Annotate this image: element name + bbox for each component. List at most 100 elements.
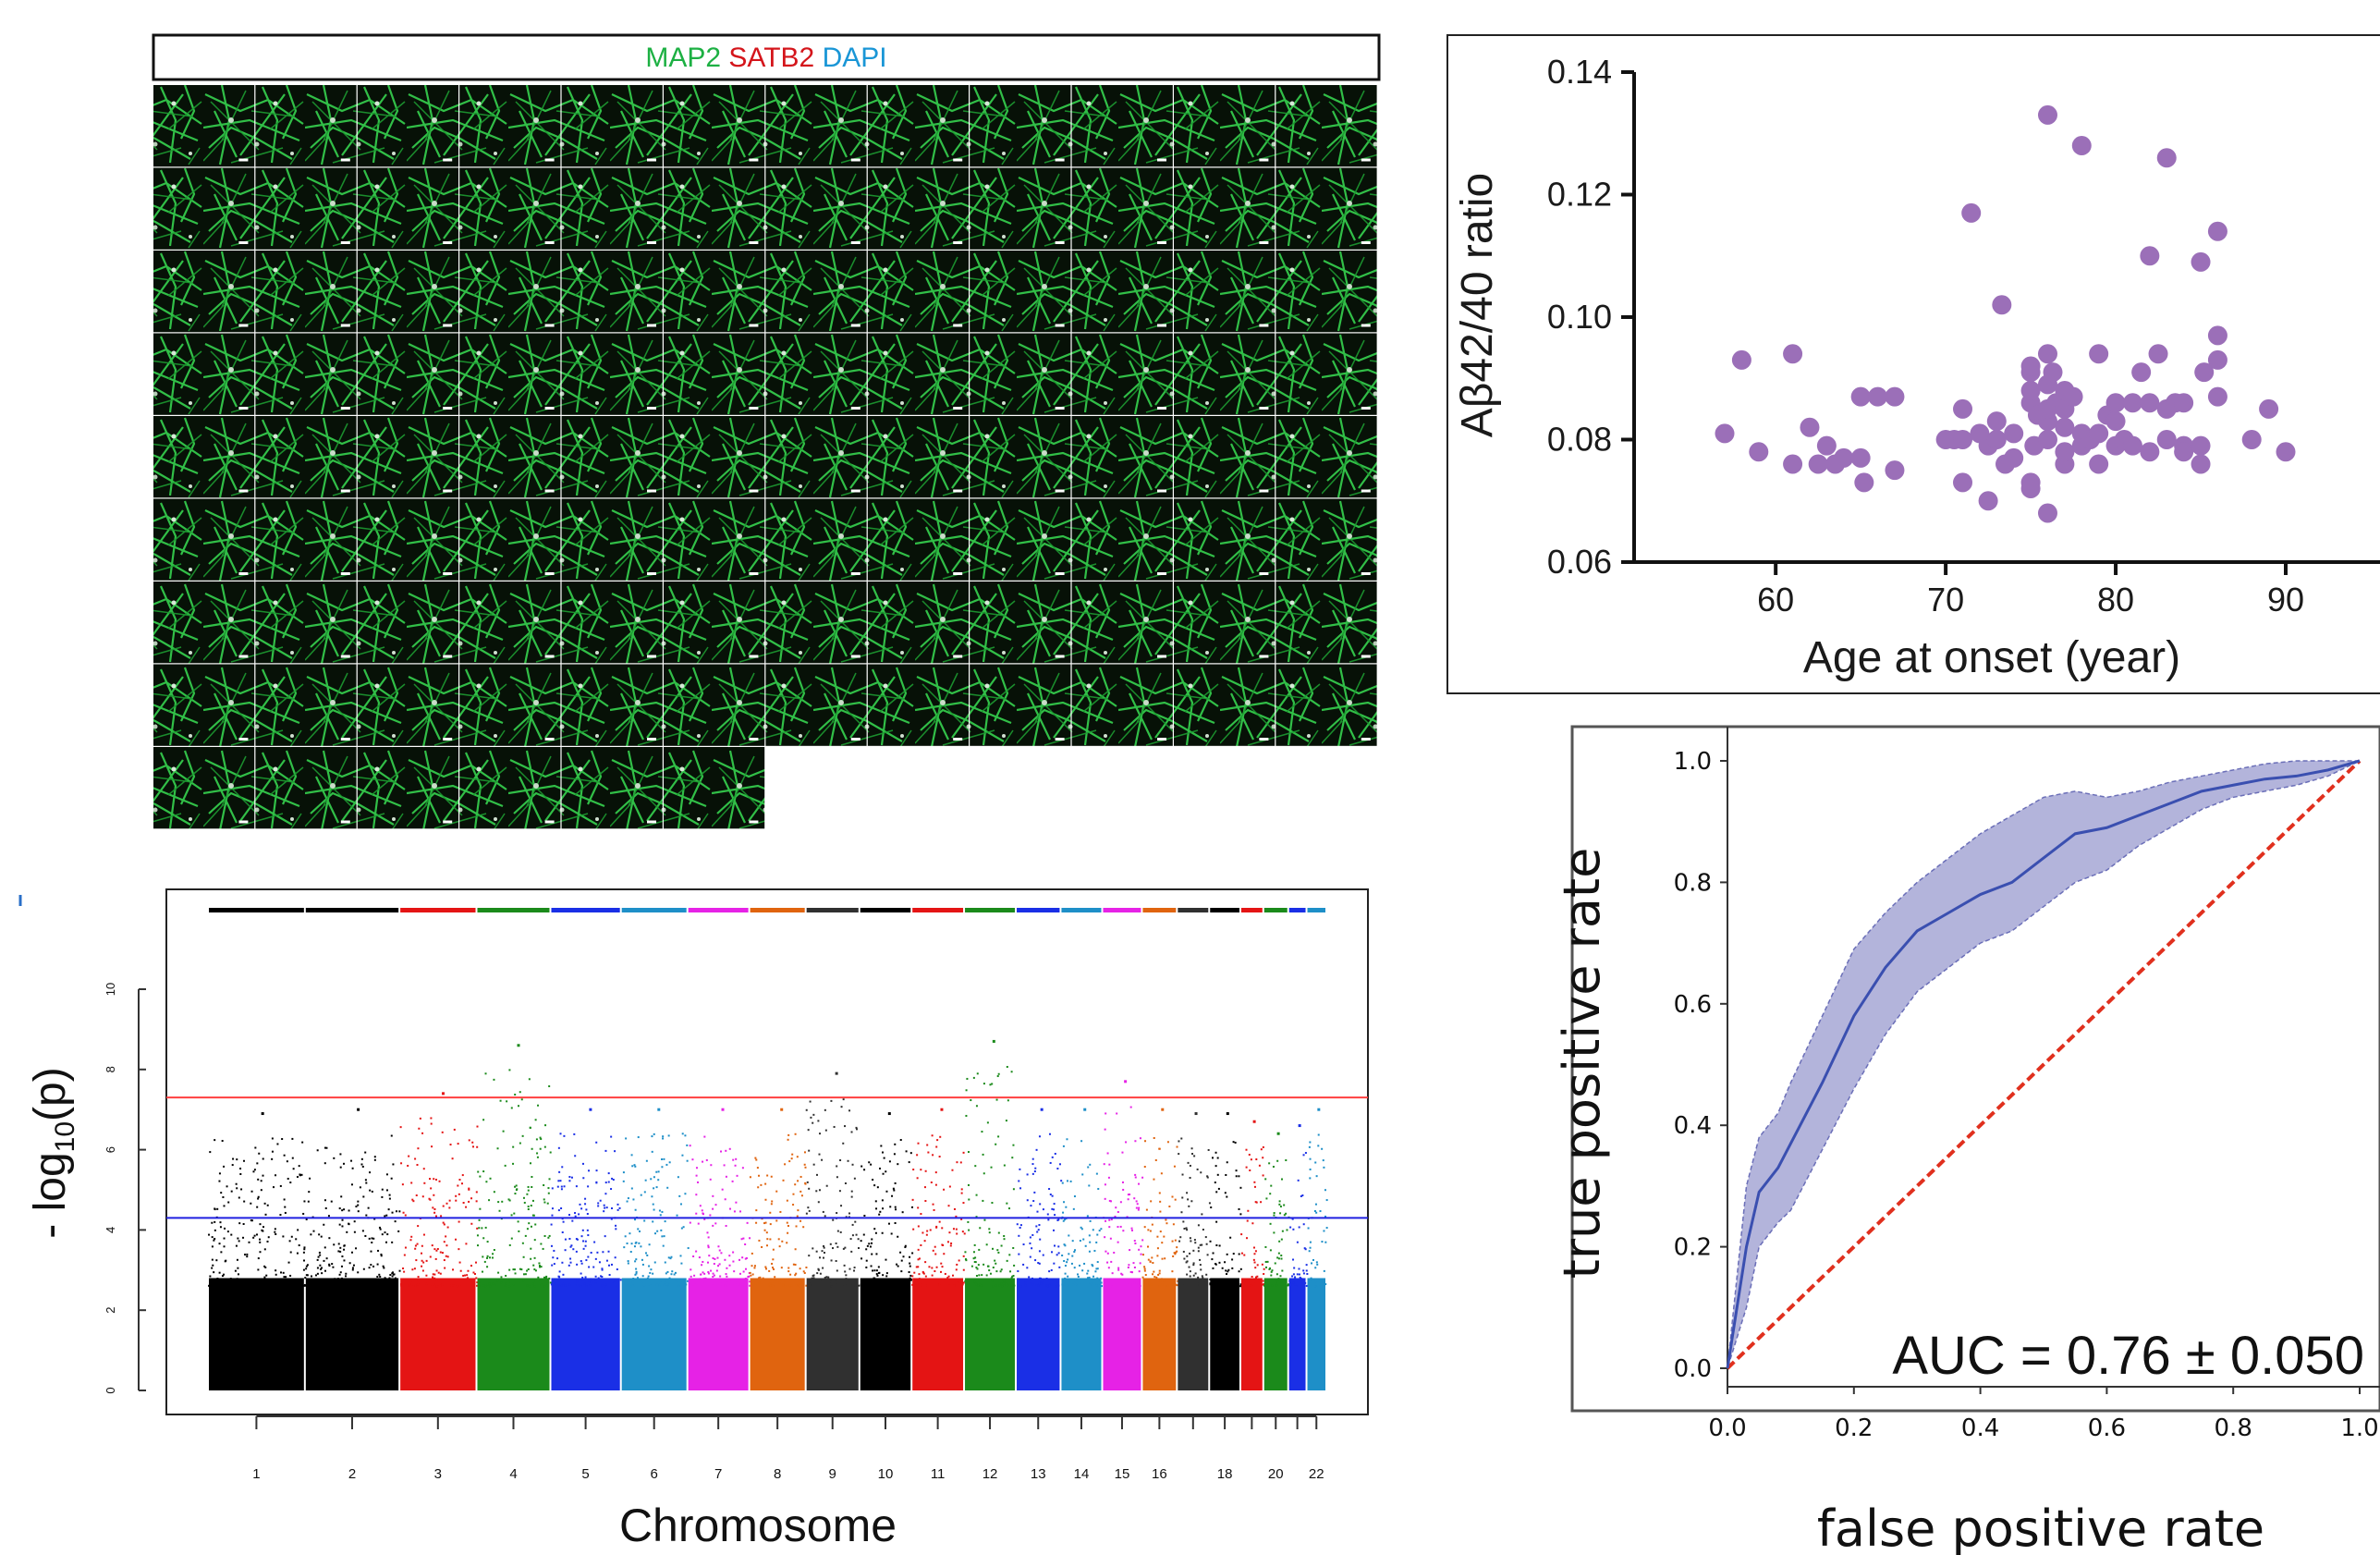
manhattan-point <box>709 1178 712 1181</box>
manhattan-point <box>316 1267 319 1269</box>
manhattan-point <box>1051 1194 1054 1197</box>
manhattan-point <box>988 1231 991 1234</box>
manhattan-point <box>212 1285 214 1288</box>
manhattan-point <box>384 1277 386 1280</box>
manhattan-point <box>941 1243 944 1246</box>
manhattan-point <box>385 1189 388 1192</box>
manhattan-point <box>443 1259 445 1262</box>
micrograph-tile <box>561 416 663 498</box>
manhattan-point <box>547 1280 550 1283</box>
manhattan-point <box>1003 1280 1006 1283</box>
manhattan-point <box>275 1273 277 1276</box>
manhattan-point <box>790 1157 793 1160</box>
manhattan-point <box>728 1264 731 1267</box>
manhattan-point <box>526 1228 529 1231</box>
manhattan-point <box>1086 1215 1089 1218</box>
manhattan-point <box>1150 1283 1153 1286</box>
manhattan-point <box>1210 1206 1213 1209</box>
manhattan-point <box>412 1285 415 1288</box>
manhattan-point <box>922 1271 925 1274</box>
manhattan-point <box>523 1201 526 1204</box>
manhattan-point <box>533 1239 536 1242</box>
manhattan-point <box>655 1170 658 1173</box>
manhattan-point <box>872 1179 874 1182</box>
manhattan-point <box>664 1220 666 1223</box>
manhattan-point <box>281 1138 284 1141</box>
manhattan-point <box>670 1255 673 1258</box>
scatter-point <box>2020 479 2041 498</box>
manhattan-point <box>1108 1199 1111 1202</box>
manhattan-point <box>678 1194 681 1197</box>
micrograph-tile <box>561 333 663 415</box>
manhattan-point <box>666 1186 669 1189</box>
manhattan-point <box>875 1273 878 1276</box>
manhattan-point <box>238 1222 241 1225</box>
manhattan-point <box>1149 1260 1152 1263</box>
manhattan-point <box>453 1128 456 1131</box>
manhattan-point <box>730 1284 733 1287</box>
manhattan-point <box>966 1077 969 1080</box>
manhattan-point <box>916 1282 919 1285</box>
manhattan-point <box>736 1174 738 1177</box>
manhattan-point <box>787 1224 789 1227</box>
manhattan-point <box>713 1263 715 1266</box>
scatter-point <box>2004 447 2024 468</box>
manhattan-point <box>1034 1167 1037 1169</box>
manhattan-point <box>1032 1200 1035 1203</box>
manhattan-point <box>1138 1206 1141 1209</box>
manhattan-point <box>335 1283 337 1286</box>
manhattan-point <box>1172 1255 1175 1257</box>
manhattan-point <box>1126 1281 1129 1284</box>
manhattan-point <box>355 1206 358 1208</box>
scale-bar <box>443 489 453 493</box>
manhattan-point <box>1040 1281 1043 1284</box>
manhattan-point <box>714 1257 716 1260</box>
scale-bar <box>443 738 453 741</box>
manhattan-point <box>218 1172 221 1175</box>
manhattan-point <box>803 1163 806 1166</box>
manhattan-point <box>808 1187 811 1190</box>
manhattan-point <box>943 1188 946 1191</box>
micrograph-tile <box>255 747 357 829</box>
scatter-point <box>2089 454 2109 474</box>
manhattan-point <box>411 1268 414 1271</box>
chromosome-bar-segment <box>1017 908 1060 912</box>
manhattan-point <box>604 1149 607 1152</box>
manhattan-point <box>773 1267 775 1270</box>
manhattan-point <box>824 1215 826 1218</box>
micrograph-tile <box>765 582 867 664</box>
manhattan-point <box>1010 1071 1013 1073</box>
manhattan-point <box>476 1145 479 1148</box>
micrograph-tile <box>459 498 561 581</box>
manhattan-point <box>893 1284 896 1287</box>
manhattan-point <box>1010 1278 1013 1280</box>
manhattan-point <box>1145 1208 1148 1211</box>
manhattan-point <box>310 1280 312 1283</box>
manhattan-point <box>237 1267 239 1269</box>
manhattan-point <box>1283 1204 1286 1206</box>
manhattan-point <box>1183 1257 1186 1260</box>
manhattan-point <box>266 1240 269 1243</box>
manhattan-point <box>522 1196 525 1199</box>
chromosome-bar-segment <box>1142 908 1177 912</box>
manhattan-point <box>468 1188 470 1191</box>
manhattan-point <box>870 1163 873 1166</box>
manhattan-point <box>327 1215 330 1218</box>
manhattan-point <box>728 1255 731 1257</box>
manhattan-point <box>275 1174 277 1177</box>
manhattan-point <box>1037 1262 1040 1265</box>
manhattan-point <box>1321 1241 1324 1243</box>
manhattan-point <box>562 1220 565 1223</box>
manhattan-point <box>536 1152 539 1155</box>
manhattan-point <box>1178 1240 1181 1243</box>
scale-bar <box>340 241 350 244</box>
manhattan-point <box>343 1285 346 1288</box>
manhattan-point <box>392 1273 395 1276</box>
manhattan-point <box>341 1255 344 1258</box>
manhattan-point <box>393 1280 396 1282</box>
manhattan-point <box>1254 1267 1257 1269</box>
manhattan-point <box>1291 1283 1294 1286</box>
manhattan-point <box>624 1235 627 1238</box>
manhattan-point <box>446 1226 449 1229</box>
manhattan-point <box>919 1283 921 1286</box>
